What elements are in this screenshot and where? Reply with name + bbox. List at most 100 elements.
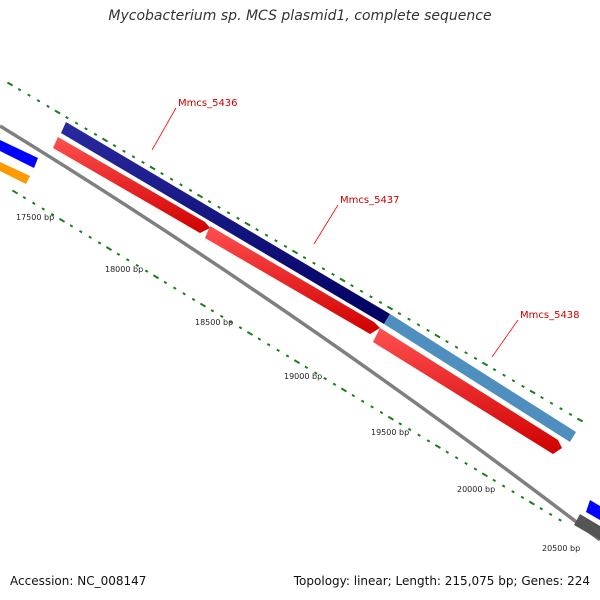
- tick-mark: [229, 320, 233, 324]
- tick-mark: [332, 382, 337, 386]
- gene-partial-orange[interactable]: [0, 162, 30, 184]
- tick-mark: [17, 87, 22, 92]
- tick-mark: [27, 93, 31, 97]
- tick-mark: [285, 354, 290, 358]
- tick-mark: [454, 456, 459, 460]
- tick-mark: [350, 283, 354, 288]
- scale-label-18500: 18500 bp: [195, 318, 233, 327]
- tick-mark: [576, 417, 584, 423]
- tick-mark: [351, 393, 356, 398]
- tick-mark: [549, 401, 554, 405]
- tick-mark: [163, 280, 168, 285]
- gene-mmcs-5436[interactable]: [61, 122, 390, 324]
- scale-label-20000: 20000 bp: [457, 485, 495, 494]
- gene-partial-blue[interactable]: [0, 140, 38, 168]
- tick-mark: [131, 155, 136, 159]
- gene-label-5437[interactable]: Mmcs_5437: [340, 195, 400, 206]
- tick-mark: [54, 109, 61, 115]
- tick-mark: [31, 201, 36, 205]
- tick-mark: [445, 339, 449, 344]
- tick-mark: [339, 277, 346, 283]
- tick-mark: [492, 478, 497, 483]
- tick-mark: [473, 467, 478, 471]
- tick-mark: [236, 216, 240, 221]
- tick-mark: [511, 379, 516, 383]
- gene-mmcs-5437-a[interactable]: [53, 137, 210, 233]
- tick-mark: [473, 356, 478, 361]
- tick-mark: [141, 160, 145, 165]
- tick-mark: [266, 343, 271, 347]
- tick-mark: [144, 269, 149, 273]
- tick-mark: [407, 427, 412, 432]
- tick-mark: [244, 221, 251, 227]
- tick-mark: [69, 224, 74, 228]
- tick-mark: [464, 351, 468, 355]
- tick-mark: [321, 267, 326, 271]
- tick-mark: [149, 165, 156, 171]
- tick-mark: [539, 507, 544, 511]
- gene-label-5436[interactable]: Mmcs_5436: [178, 98, 238, 109]
- tick-mark: [274, 239, 278, 243]
- gene-mmcs-5437-c[interactable]: [373, 328, 562, 454]
- tick-mark: [501, 484, 506, 488]
- tick-mark: [226, 211, 231, 215]
- tick-mark: [464, 461, 468, 466]
- tick-mark: [264, 233, 269, 237]
- tick-mark: [434, 444, 441, 449]
- tick-mark: [370, 405, 374, 409]
- tick-mark: [331, 272, 335, 277]
- tick-mark: [255, 227, 259, 232]
- callout-line-5438: [491, 319, 519, 358]
- tick-mark: [369, 295, 373, 299]
- scale-label-19000: 19000 bp: [284, 372, 322, 381]
- tick-mark: [312, 261, 316, 265]
- gene-mmcs-5438[interactable]: [384, 314, 576, 442]
- tick-mark: [378, 300, 383, 305]
- tick-mark: [74, 121, 79, 125]
- gene-partial-gray-right[interactable]: [574, 514, 600, 540]
- tick-mark: [238, 326, 243, 330]
- tick-mark: [169, 177, 174, 181]
- tick-mark: [88, 235, 92, 239]
- tick-mark: [50, 212, 55, 217]
- tick-mark: [558, 518, 562, 522]
- tick-mark: [219, 314, 224, 319]
- tick-mark: [93, 132, 98, 137]
- tick-mark: [502, 373, 506, 377]
- tick-mark: [360, 399, 365, 403]
- tick-mark: [41, 207, 45, 211]
- tick-mark: [84, 127, 88, 131]
- callout-line-5437: [313, 204, 339, 245]
- tick-mark: [407, 317, 411, 321]
- tick-mark: [434, 333, 441, 339]
- tick-mark: [112, 143, 117, 148]
- tick-mark: [22, 196, 27, 200]
- tick-mark: [304, 365, 309, 369]
- tick-mark: [529, 389, 536, 395]
- tick-mark: [116, 252, 121, 256]
- tick-mark: [58, 217, 66, 223]
- tick-mark: [454, 345, 459, 349]
- tick-mark: [528, 500, 535, 506]
- gene-partial-blue-right[interactable]: [586, 500, 600, 520]
- tick-mark: [11, 189, 19, 195]
- tick-mark: [135, 263, 139, 268]
- tick-mark: [276, 348, 280, 352]
- tick-mark: [46, 104, 50, 109]
- tick-mark: [105, 246, 113, 251]
- tick-mark: [386, 305, 394, 311]
- tick-mark: [293, 359, 300, 365]
- scale-label-17500: 17500 bp: [16, 213, 54, 222]
- scale-label-19500: 19500 bp: [371, 428, 409, 437]
- gene-label-5438[interactable]: Mmcs_5438: [520, 310, 580, 321]
- tick-mark: [481, 472, 488, 478]
- tick-mark: [172, 286, 177, 290]
- tick-mark: [313, 371, 318, 375]
- tick-mark: [125, 258, 130, 262]
- map-title: Mycobacterium sp. MCS plasmid1, complete…: [108, 8, 492, 24]
- tick-mark: [199, 302, 207, 308]
- tick-mark: [540, 395, 544, 400]
- gene-mmcs-5437[interactable]: [205, 226, 380, 334]
- tick-mark: [210, 309, 215, 313]
